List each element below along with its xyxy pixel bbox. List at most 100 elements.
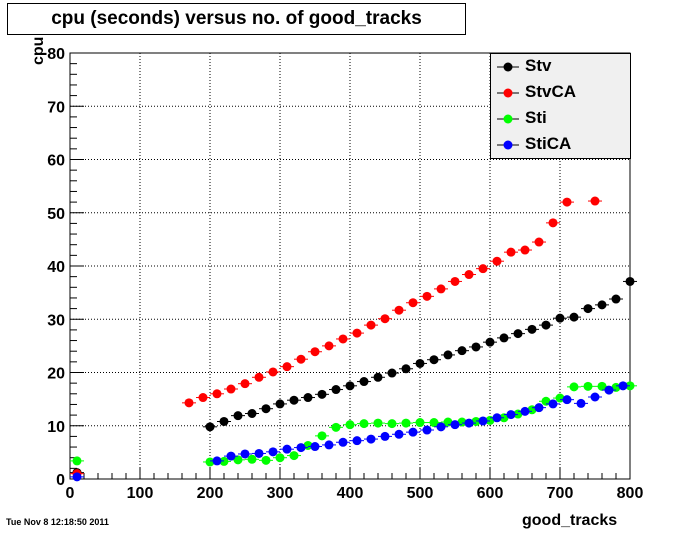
data-point <box>408 298 418 308</box>
y-tick-label: 70 <box>47 99 65 116</box>
data-point <box>590 392 600 402</box>
data-point <box>408 427 418 437</box>
data-point <box>275 399 285 409</box>
series-stica <box>70 381 630 482</box>
data-point <box>352 436 362 446</box>
data-point <box>212 456 222 466</box>
y-tick-label: 30 <box>47 312 65 329</box>
data-point <box>219 456 229 466</box>
data-point <box>436 284 446 294</box>
data-point <box>450 420 460 430</box>
data-point <box>422 425 432 435</box>
data-point <box>394 305 404 315</box>
data-point <box>226 384 236 394</box>
title-box: cpu (seconds) versus no. of good_tracks <box>7 3 466 35</box>
data-point <box>254 448 264 458</box>
data-point <box>401 418 411 428</box>
data-point <box>457 346 467 356</box>
data-point <box>310 442 320 452</box>
data-point <box>387 368 397 378</box>
data-point <box>527 324 537 334</box>
data-point <box>513 329 523 339</box>
data-point <box>506 410 516 420</box>
data-point <box>394 429 404 439</box>
data-point <box>226 451 236 461</box>
data-point <box>443 350 453 360</box>
x-tick-label: 100 <box>127 485 154 502</box>
data-point <box>282 444 292 454</box>
data-point <box>338 334 348 344</box>
data-point <box>205 422 215 432</box>
data-point <box>429 418 439 428</box>
data-point <box>464 270 474 280</box>
x-tick-label: 300 <box>267 485 294 502</box>
data-point <box>310 347 320 357</box>
legend-entry-stvca: StvCA <box>491 80 630 106</box>
data-point <box>576 398 586 408</box>
data-point <box>338 437 348 447</box>
legend-label-sti: Sti <box>525 108 547 127</box>
data-point <box>541 320 551 330</box>
data-point <box>324 440 334 450</box>
x-tick-label: 0 <box>66 485 75 502</box>
data-point <box>597 300 607 310</box>
data-point <box>415 358 425 368</box>
data-point <box>303 393 313 403</box>
data-point <box>422 291 432 301</box>
data-point <box>247 409 257 419</box>
data-point <box>72 456 82 466</box>
data-point <box>240 449 250 459</box>
data-point <box>597 381 607 391</box>
y-tick-label: 80 <box>47 46 65 63</box>
data-point <box>555 313 565 323</box>
legend-entry-stica: StiCA <box>491 132 630 158</box>
data-point <box>352 328 362 338</box>
series-stvca <box>70 196 602 479</box>
data-point <box>562 395 572 405</box>
x-tick-label: 700 <box>547 485 574 502</box>
data-point <box>548 399 558 409</box>
data-point <box>492 413 502 423</box>
data-point <box>380 431 390 441</box>
series-layer <box>70 196 637 482</box>
y-tick-label: 10 <box>47 419 65 436</box>
data-point <box>520 406 530 416</box>
series-stv <box>70 276 637 478</box>
data-point <box>296 443 306 453</box>
legend-label-stica: StiCA <box>525 134 572 153</box>
data-point <box>212 389 222 399</box>
data-point <box>233 411 243 421</box>
data-point <box>534 403 544 413</box>
data-point <box>583 304 593 314</box>
data-point <box>317 389 327 399</box>
data-point <box>373 372 383 382</box>
data-point <box>254 372 264 382</box>
data-point <box>247 454 257 464</box>
data-point <box>401 364 411 374</box>
data-point <box>387 419 397 429</box>
x-tick-label: 500 <box>407 485 434 502</box>
data-point <box>562 197 572 207</box>
data-point <box>506 247 516 257</box>
data-point <box>436 422 446 432</box>
data-point <box>282 362 292 372</box>
data-point <box>261 455 271 465</box>
x-tick-label: 200 <box>197 485 224 502</box>
data-point <box>380 314 390 324</box>
x-tick-label: 800 <box>617 485 644 502</box>
legend-marker-stica <box>497 140 519 150</box>
data-point <box>499 333 509 343</box>
data-point <box>604 385 614 395</box>
data-point <box>359 419 369 429</box>
data-point <box>464 418 474 428</box>
data-point <box>611 294 621 304</box>
data-point <box>590 196 600 206</box>
timestamp: Tue Nov 8 12:18:50 2011 <box>6 517 109 527</box>
data-point <box>485 337 495 347</box>
y-tick-label: 60 <box>47 153 65 170</box>
legend-marker-stvca <box>497 88 519 98</box>
data-point <box>331 385 341 395</box>
data-point <box>261 404 271 414</box>
data-point <box>296 354 306 364</box>
data-point <box>492 256 502 266</box>
